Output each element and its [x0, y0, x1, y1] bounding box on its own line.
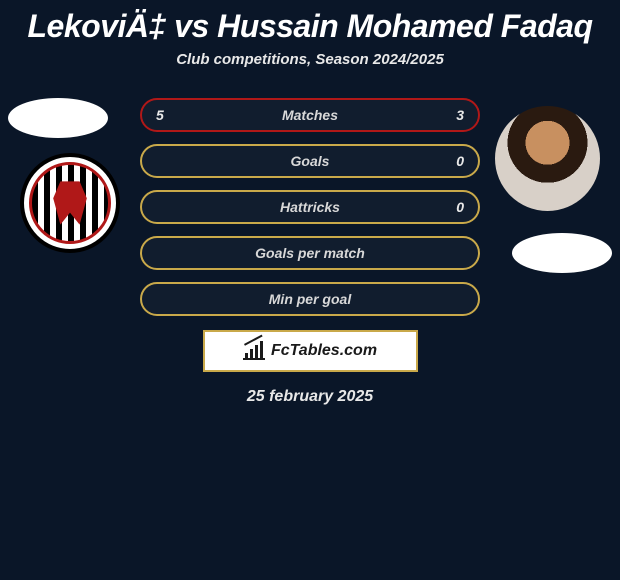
- season-subtitle: Club competitions, Season 2024/2025: [0, 51, 620, 68]
- stat-row-goals-per-match: Goals per match: [140, 236, 480, 270]
- stats-list: 5 Matches 3 Goals 0 Hattricks 0 Goals pe…: [140, 98, 480, 316]
- stat-row-goals: Goals 0: [140, 144, 480, 178]
- brand-attribution: FcTables.com: [203, 330, 418, 372]
- stat-right-value: 0: [456, 199, 464, 215]
- stat-left-value: 5: [156, 107, 164, 123]
- stat-label: Matches: [282, 107, 338, 123]
- stat-row-hattricks: Hattricks 0: [140, 190, 480, 224]
- club-crest-icon: [29, 162, 111, 244]
- left-club-logo: [20, 153, 120, 253]
- stat-right-value: 3: [456, 107, 464, 123]
- stat-label: Hattricks: [280, 199, 340, 215]
- stat-label: Goals: [291, 153, 330, 169]
- stat-row-min-per-goal: Min per goal: [140, 282, 480, 316]
- stat-right-value: 0: [456, 153, 464, 169]
- left-badge-ellipse: [8, 98, 108, 138]
- right-player-photo: [495, 106, 600, 211]
- stat-row-matches: 5 Matches 3: [140, 98, 480, 132]
- brand-text: FcTables.com: [271, 342, 377, 360]
- right-badge-ellipse: [512, 233, 612, 273]
- comparison-title: LekoviÄ‡ vs Hussain Mohamed Fadaq: [0, 0, 620, 45]
- bar-chart-icon: [243, 342, 265, 360]
- comparison-body: 5 Matches 3 Goals 0 Hattricks 0 Goals pe…: [0, 98, 620, 406]
- stat-label: Goals per match: [255, 245, 365, 261]
- comparison-date: 25 february 2025: [0, 388, 620, 406]
- stat-label: Min per goal: [269, 291, 351, 307]
